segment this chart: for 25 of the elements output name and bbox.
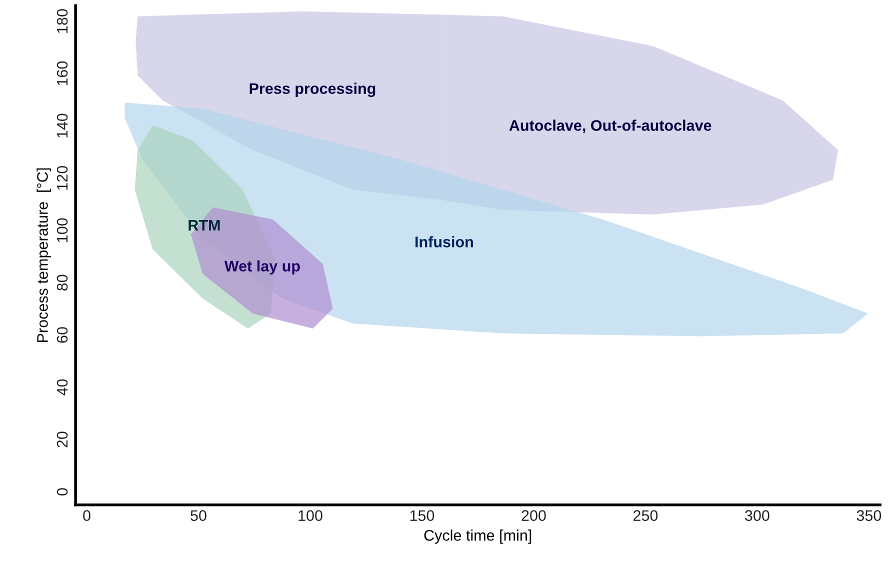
y-axis-title: Process temperature [°C]: [36, 168, 51, 342]
x-tick-label: 150: [410, 510, 434, 521]
y-tick-label: 120: [56, 166, 68, 190]
series-label: Infusion: [416, 236, 473, 248]
y-tick-label: 20: [56, 432, 68, 448]
y-tick-label: 160: [56, 61, 68, 86]
series-label: Autoclave, Out-of-autoclave: [509, 120, 712, 134]
x-tick-label: 200: [522, 510, 546, 521]
y-tick-label: 0: [56, 488, 68, 496]
y-tick-label: 60: [56, 327, 68, 343]
series-label: Press processing: [250, 82, 376, 98]
x-axis-title: Cycle time [min]: [424, 530, 532, 544]
y-tick-label: 100: [56, 218, 68, 242]
x-tick-label: 100: [298, 510, 322, 521]
x-tick-label: 350: [856, 510, 882, 521]
series-label: Wet lay up: [224, 260, 300, 275]
x-tick-label: 250: [633, 510, 658, 521]
y-tick-label: 40: [56, 379, 68, 396]
x-tick-label: 50: [190, 510, 206, 521]
y-tick-label: 80: [56, 274, 68, 291]
series-label: RTM: [188, 220, 220, 231]
x-tick-label: 0: [83, 510, 90, 521]
y-tick-label: 180: [56, 9, 68, 33]
y-tick-label: 140: [56, 114, 68, 138]
x-tick-label: 300: [745, 510, 770, 521]
